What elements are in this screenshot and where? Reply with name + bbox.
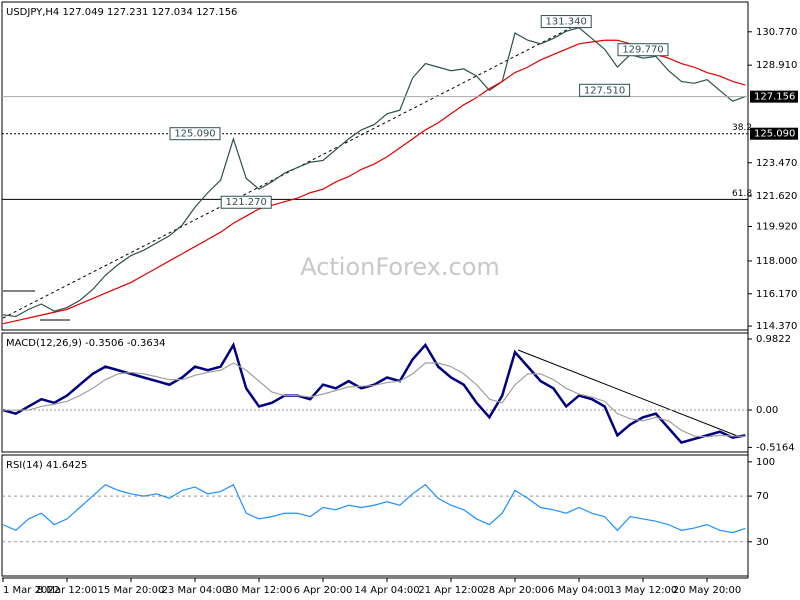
y-tick-label: 114.370 [756, 321, 797, 332]
x-tick-label: 30 Mar 12:00 [226, 585, 293, 596]
y-tick-label: 128.910 [756, 60, 797, 71]
annotation-box [540, 15, 592, 29]
annotation-label: 121.270 [226, 197, 267, 208]
panel-frame [1, 332, 749, 453]
y-tick-label: 121.620 [756, 191, 797, 202]
y-tick-label: 116.170 [756, 289, 797, 300]
annotation-box [169, 127, 221, 141]
x-tick-label: 13 May 12:00 [609, 585, 678, 596]
panel-title: USDJPY,H4 127.049 127.231 127.034 127.15… [6, 7, 237, 18]
x-tick-label: 20 May 20:00 [673, 585, 742, 596]
x-tick-label: 14 Apr 04:00 [354, 585, 419, 596]
series-line [2, 26, 746, 318]
x-tick-label: 6 May 04:00 [548, 585, 610, 596]
y-tick-label: 70 [756, 491, 769, 502]
series-line [3, 362, 746, 438]
x-tick-label: 28 Apr 20:00 [482, 585, 547, 596]
series-line [2, 483, 746, 534]
y-tick-label: 100 [756, 457, 775, 468]
x-tick-label: 15 Mar 20:00 [98, 585, 165, 596]
panel-frame [1, 1, 749, 331]
annotation-label: 129.770 [622, 45, 663, 56]
price-tag [750, 127, 798, 140]
annotation-label: 125.090 [174, 129, 215, 140]
x-tick-label: 1 Mar 2022 [3, 585, 60, 596]
x-tick-label: 8 Mar 12:00 [37, 585, 97, 596]
trend-line [517, 349, 741, 438]
level-label: 61.8 [732, 189, 752, 199]
annotation-box [579, 83, 631, 97]
annotation-box [617, 43, 669, 57]
panel-title: RSI(14) 41.6425 [6, 460, 87, 471]
watermark: ActionForex.com [300, 253, 500, 281]
y-tick-label: 30 [756, 537, 769, 548]
trend-line [2, 17, 591, 319]
price-tag-label: 125.090 [754, 129, 795, 140]
series-line [2, 39, 746, 325]
x-tick-label: 6 Apr 20:00 [294, 585, 353, 596]
x-tick-label: 21 Apr 12:00 [418, 585, 483, 596]
annotation-label: 127.510 [584, 85, 625, 96]
price-tag [750, 90, 798, 103]
x-tick-label: 23 Mar 04:00 [162, 585, 229, 596]
annotation-label: 131.340 [546, 17, 587, 28]
y-tick-label: 0.9822 [756, 334, 791, 345]
annotation-box [220, 195, 272, 209]
panel-frame [1, 454, 749, 577]
y-tick-label: 118.000 [756, 256, 797, 267]
level-label: 38.2 [732, 123, 752, 133]
price-tag-label: 127.156 [754, 92, 795, 103]
y-tick-label: 119.920 [756, 221, 797, 232]
y-tick-label: 123.470 [756, 158, 797, 169]
y-tick-label: 0.00 [756, 405, 778, 416]
y-tick-label: 130.770 [756, 27, 797, 38]
panel-title: MACD(12,26,9) -0.3506 -0.3634 [6, 338, 166, 349]
y-tick-label: -0.5164 [756, 442, 795, 453]
